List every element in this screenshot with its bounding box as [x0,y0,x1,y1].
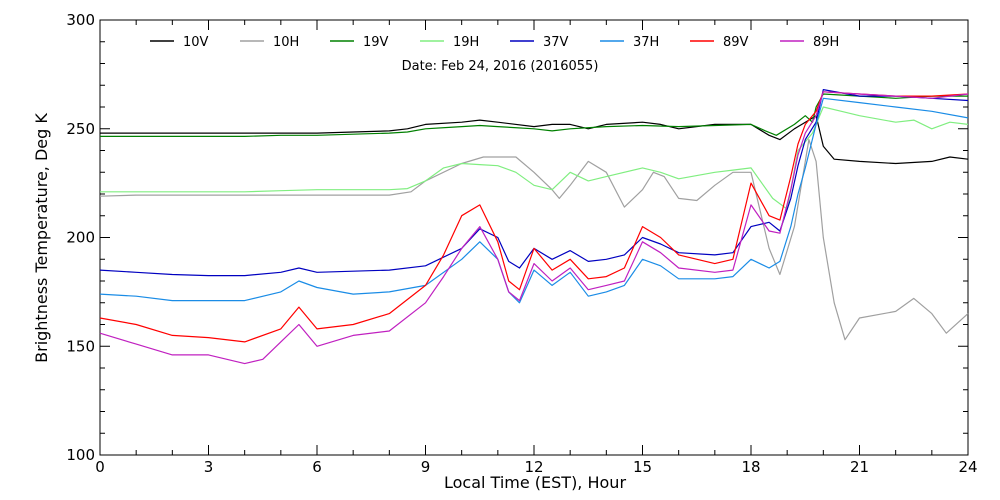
y-tick-label: 300 [66,11,95,29]
y-tick-label: 200 [66,229,95,247]
plot-frame [99,19,969,456]
legend-label-89h: 89H [813,35,839,50]
legend-label-89v: 89V [723,35,749,50]
legend-label-10v: 10V [183,35,209,50]
legend-label-19v: 19V [363,35,389,50]
series-line-10h [99,139,969,341]
y-axis-title: Brightness Temperature, Deg K [32,113,51,363]
x-tick-label: 6 [312,458,322,476]
y-tick-label: 150 [66,337,95,355]
series-line-89h [99,91,969,365]
x-tick-label: 24 [958,458,977,476]
x-tick-label: 3 [204,458,214,476]
legend-label-37v: 37V [543,35,569,50]
legend-label-37h: 37H [633,35,659,50]
series-line-89v [99,91,969,343]
y-tick-label: 100 [66,446,95,464]
chart-subtitle: Date: Feb 24, 2016 (2016055) [402,59,599,74]
legend-label-10h: 10H [273,35,299,50]
x-tick-label: 15 [633,458,652,476]
plot-area: 0 3 6 9 12 15 18 21 24 100 150 200 250 300 [66,11,977,476]
x-axis-title: Local Time (EST), Hour [444,473,626,492]
x-tick-label: 18 [741,458,760,476]
series-line-19h [100,106,969,210]
x-tick-label: 21 [850,458,869,476]
series-line-37v [99,89,969,277]
x-tick-label: 0 [95,458,105,476]
legend: 10V 10H 19V 19H 37V 37H 89V 89H [150,35,839,50]
x-tick-label: 9 [421,458,431,476]
y-tick-label: 250 [66,120,95,138]
series-line-37h [99,97,969,304]
legend-label-19h: 19H [453,35,479,50]
x-tick-label: 12 [524,458,543,476]
series-line-10v [100,115,969,165]
